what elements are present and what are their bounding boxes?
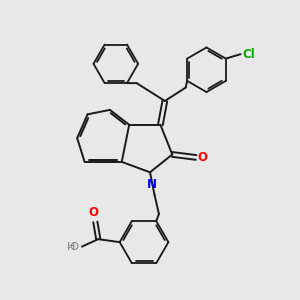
Text: O: O bbox=[198, 151, 208, 164]
Text: -O: -O bbox=[67, 242, 80, 252]
Text: Cl: Cl bbox=[242, 48, 255, 61]
Text: H: H bbox=[67, 242, 75, 252]
Text: O: O bbox=[89, 206, 99, 219]
Text: N: N bbox=[146, 178, 157, 190]
